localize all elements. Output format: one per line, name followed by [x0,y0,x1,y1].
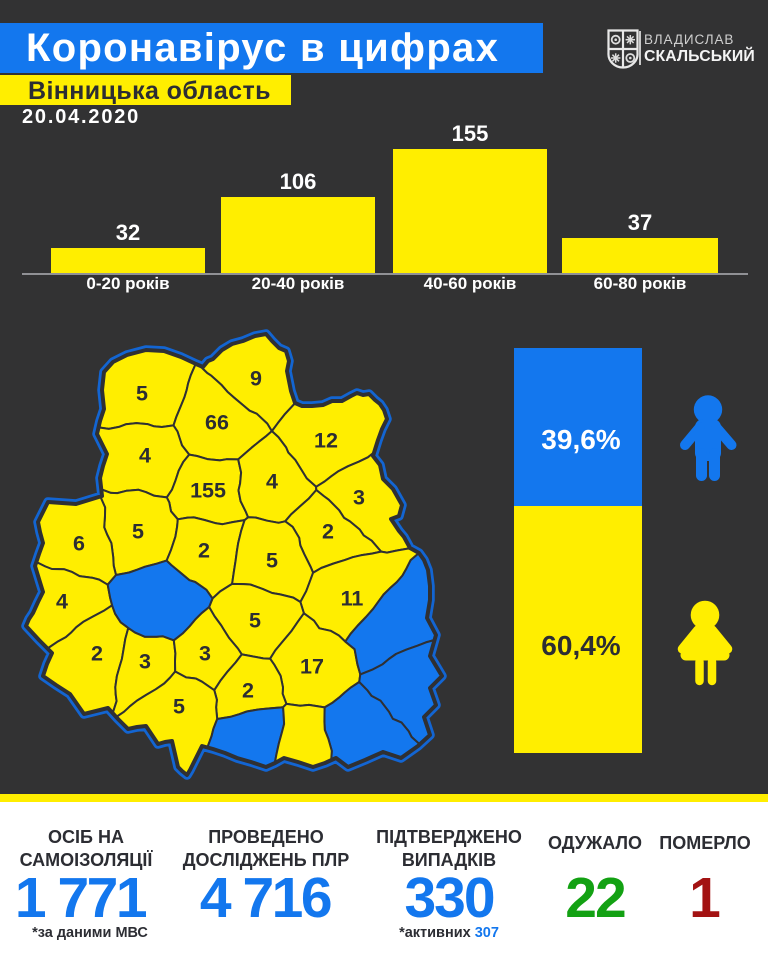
svg-text:66: 66 [205,411,229,435]
svg-text:4: 4 [266,470,278,494]
svg-text:17: 17 [300,655,324,679]
svg-text:5: 5 [136,382,148,406]
svg-text:3: 3 [199,642,211,666]
svg-text:4: 4 [139,444,151,468]
svg-text:11: 11 [341,587,364,611]
svg-text:6: 6 [73,532,85,556]
svg-text:2: 2 [242,679,254,703]
svg-text:12: 12 [314,429,338,453]
svg-text:2: 2 [322,520,334,544]
svg-text:5: 5 [249,609,261,633]
svg-text:3: 3 [139,650,151,674]
svg-text:3: 3 [353,486,365,510]
svg-text:9: 9 [250,367,262,391]
svg-text:155: 155 [190,479,226,503]
svg-text:2: 2 [91,642,103,666]
svg-text:2: 2 [198,539,210,563]
svg-text:5: 5 [266,549,278,573]
svg-text:5: 5 [132,520,144,544]
svg-text:5: 5 [173,695,185,719]
svg-text:4: 4 [56,590,68,614]
